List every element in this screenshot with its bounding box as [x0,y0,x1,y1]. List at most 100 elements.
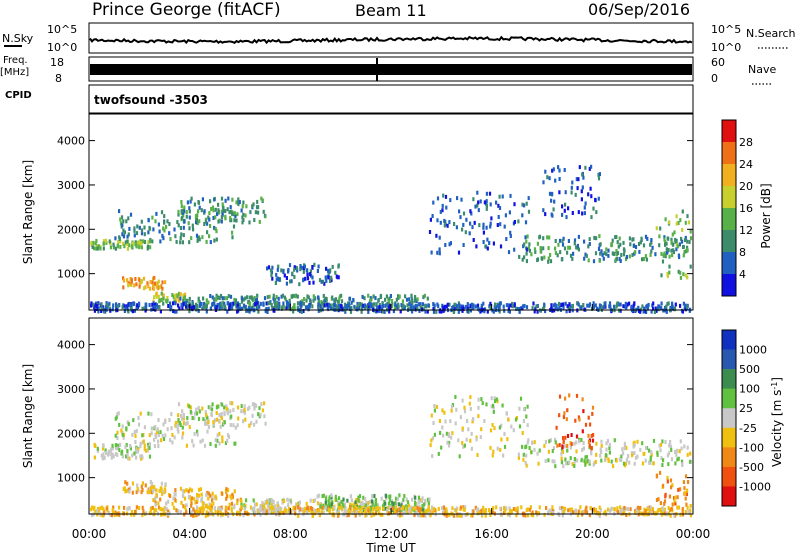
heatmap-cell [294,506,297,511]
heatmap-cell [223,301,226,306]
heatmap-cell [446,302,449,307]
heatmap-cell [416,297,419,302]
heatmap-cell [565,215,568,220]
heatmap-cell [331,264,334,269]
heatmap-cell [100,302,103,307]
heatmap-cell [337,303,340,308]
heatmap-cell [445,513,448,518]
heatmap-cell [462,243,465,247]
heatmap-cell [234,425,237,430]
heatmap-cell [652,461,655,466]
heatmap-cell [613,438,616,443]
heatmap-cell [292,305,295,310]
heatmap-cell [444,419,447,424]
heatmap-cell [674,449,677,454]
heatmap-cell [143,443,146,448]
heatmap-cell [588,166,591,171]
heatmap-cell [140,245,143,250]
heatmap-cell [428,497,431,502]
heatmap-cell [182,416,185,421]
heatmap-cell [153,281,156,286]
heatmap-cell [126,456,130,461]
heatmap-cell [570,185,573,190]
heatmap-cell [647,302,650,307]
heatmap-cell [499,447,502,452]
heatmap-cell [93,246,96,251]
heatmap-cell [236,303,239,308]
heatmap-cell [612,464,615,469]
heatmap-cell [177,303,180,308]
heatmap-cell [378,506,381,511]
heatmap-cell [632,303,635,308]
heatmap-cell [196,304,199,308]
heatmap-cell [302,301,305,306]
heatmap-cell [633,451,636,455]
heatmap-cell [95,307,98,311]
heatmap-cell [160,284,163,289]
heatmap-cell [513,220,516,224]
heatmap-cell [237,306,240,311]
heatmap-cell [625,457,629,462]
heatmap-cell [210,413,213,417]
heatmap-cell [124,489,127,494]
nave-tick-bottom: 0 [711,72,718,85]
heatmap-cell [128,456,131,461]
heatmap-cell [594,507,597,512]
colorbar-tick-label: 4 [739,268,746,281]
heatmap-cell [575,177,578,182]
heatmap-cell [296,268,299,273]
heatmap-cell [155,291,158,296]
heatmap-cell [311,507,314,511]
heatmap-cell [606,438,610,443]
heatmap-cell [490,396,493,401]
heatmap-cell [154,496,157,501]
heatmap-cell [349,494,352,499]
heatmap-cell [688,240,691,244]
heatmap-cell [196,492,199,497]
heatmap-cell [414,303,417,308]
heatmap-cell [337,264,340,269]
heatmap-cell [674,501,677,506]
heatmap-cell [686,452,689,457]
heatmap-cell [412,305,415,310]
heatmap-cell [264,309,268,314]
heatmap-cell [544,309,547,314]
heatmap-cell [126,506,129,511]
heatmap-cell [352,298,355,302]
heatmap-cell [143,232,146,237]
heatmap-cell [349,502,352,507]
heatmap-cell [634,245,638,249]
heatmap-cell [495,200,498,205]
heatmap-cell [217,506,220,511]
heatmap-cell [456,304,459,309]
heatmap-cell [381,301,384,306]
heatmap-cell [527,209,531,214]
heatmap-cell [488,241,491,245]
heatmap-cell [342,497,345,502]
heatmap-cell [198,493,201,498]
heatmap-cell [257,205,260,210]
heatmap-cell [562,439,565,444]
heatmap-cell [163,214,166,219]
heatmap-cell [267,301,270,306]
heatmap-cell [299,507,302,512]
heatmap-cell [214,438,217,443]
heatmap-cell [590,433,593,438]
heatmap-cell [577,415,580,420]
heatmap-cell [265,500,269,505]
heatmap-cell [535,510,538,515]
heatmap-cell [516,510,519,515]
date-label: 06/Sep/2016 [588,0,690,19]
heatmap-cell [364,305,367,310]
heatmap-cell [686,488,689,493]
heatmap-cell [613,251,616,256]
heatmap-cell [159,497,162,502]
heatmap-cell [96,446,99,451]
heatmap-cell [188,487,192,492]
heatmap-cell [171,432,174,437]
heatmap-cell [106,303,109,308]
heatmap-cell [677,269,680,274]
heatmap-cell [288,506,291,511]
cpid-panel-frame [88,84,694,114]
heatmap-cell [684,491,687,496]
